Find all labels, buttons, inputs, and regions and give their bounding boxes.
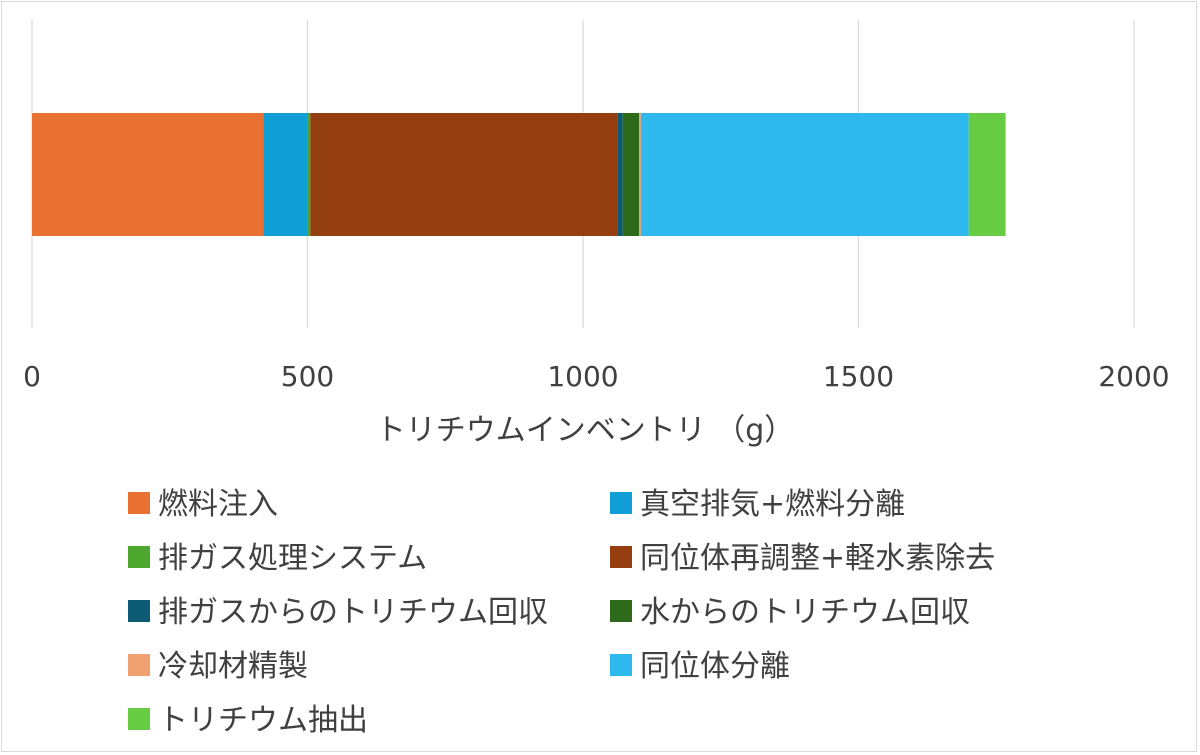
legend-swatch xyxy=(128,654,150,676)
legend-item: 同位体分離 xyxy=(610,649,790,684)
legend-item: 同位体再調整+軽水素除去 xyxy=(610,541,995,576)
bar-segment-5 xyxy=(617,113,623,236)
legend-swatch xyxy=(128,600,150,622)
bar-segment-6 xyxy=(622,113,640,236)
legend-label: 水からのトリチウム回収 xyxy=(640,595,970,630)
legend-swatch xyxy=(610,600,632,622)
legend-swatch xyxy=(610,492,632,514)
legend-item: 水からのトリチウム回収 xyxy=(610,595,970,630)
legend-item: 排ガスからのトリチウム回収 xyxy=(128,595,548,630)
x-tick-label: 0 xyxy=(23,360,41,393)
x-tick-label: 2000 xyxy=(1098,360,1169,393)
legend-label: 燃料注入 xyxy=(158,487,278,522)
x-tick-label: 1000 xyxy=(547,360,618,393)
legend-label: 同位体再調整+軽水素除去 xyxy=(640,541,995,576)
legend-swatch xyxy=(128,708,150,730)
bar-segment-8 xyxy=(640,113,969,236)
bar-segments xyxy=(32,113,1006,236)
bar-segment-4 xyxy=(310,113,618,236)
legend-label: 排ガス処理システム xyxy=(158,541,427,576)
legend-label: 真空排気+燃料分離 xyxy=(640,487,905,522)
bar-segment-1 xyxy=(32,113,264,236)
legend-label: 排ガスからのトリチウム回収 xyxy=(158,595,548,630)
legend-label: トリチウム抽出 xyxy=(158,703,368,738)
bar-segment-9 xyxy=(968,113,1006,236)
legend-swatch xyxy=(610,654,632,676)
bar-segment-2 xyxy=(263,113,308,236)
legend-swatch xyxy=(128,546,150,568)
bar-segment-3 xyxy=(307,113,311,236)
legend-label: 冷却材精製 xyxy=(158,649,308,684)
x-tick-label: 1500 xyxy=(823,360,894,393)
legend-item: 冷却材精製 xyxy=(128,649,308,684)
legend-item: トリチウム抽出 xyxy=(128,703,368,738)
legend-item: 真空排気+燃料分離 xyxy=(610,487,905,522)
bar-segment-7 xyxy=(639,113,641,236)
legend-item: 排ガス処理システム xyxy=(128,541,427,576)
legend-swatch xyxy=(128,492,150,514)
legend-item: 燃料注入 xyxy=(128,487,278,522)
legend-label: 同位体分離 xyxy=(640,649,790,684)
x-tick-label: 500 xyxy=(281,360,334,393)
legend-swatch xyxy=(610,546,632,568)
x-axis-title: トリチウムインベントリ （g） xyxy=(376,413,795,448)
x-tick-labels: 0 500 1000 1500 2000 xyxy=(23,360,1170,393)
